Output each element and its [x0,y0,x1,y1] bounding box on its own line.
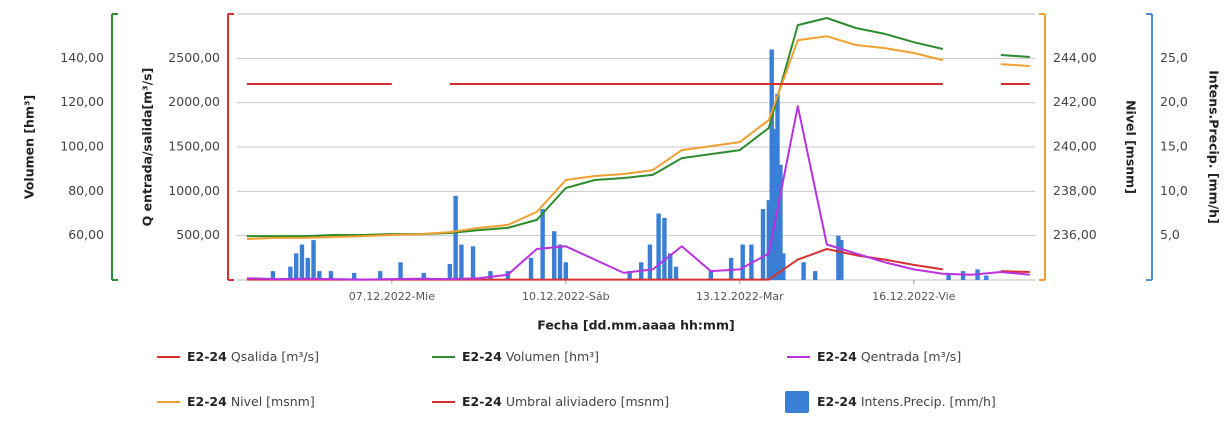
y-tick-label: 80,00 [68,183,104,198]
y-tick-label: 236,00 [1053,227,1097,242]
y-tick-label: 242,00 [1053,94,1097,109]
legend-label: E2-24 Umbral aliviadero [msnm] [462,394,669,409]
y-tick-label: 60,00 [68,227,104,242]
y-tick-label: 500,00 [176,227,220,242]
precip-bar [453,196,457,280]
precip-bar [839,240,843,280]
precip-bar [656,214,660,281]
precip-bar [662,218,666,280]
legend-label: E2-24 Volumen [hm³] [462,349,599,364]
precip-bar [471,246,475,280]
legend-label: E2-24 Qentrada [m³/s] [817,349,961,364]
y-tick-label: 140,00 [60,50,104,65]
x-tick-label: 16.12.2022-Vie [872,290,956,303]
precip-bar [564,262,568,280]
y-axis-title: Intens.Precip. [mm/h] [1207,70,1222,224]
precip-bar [311,240,315,280]
precip-bar [961,271,965,280]
precip-bar [300,245,304,280]
legend-prefix: E2-24 [187,394,227,409]
legend-prefix: E2-24 [817,394,857,409]
y-tick-label: 25,0 [1160,50,1188,65]
legend-name: Intens.Precip. [mm/h] [861,394,996,409]
y-tick-label: 240,00 [1053,139,1097,154]
legend-prefix: E2-24 [817,349,857,364]
legend-prefix: E2-24 [187,349,227,364]
precip-bar [984,276,988,280]
chart: Fecha [dd.mm.aaaa hh:mm] 60,00 80,00 100,0… [0,0,1230,432]
legend-name: Umbral aliviadero [msnm] [506,394,669,409]
precip-bar [529,258,533,280]
y-tick-label: 100,00 [60,139,104,154]
legend-name: Volumen [hm³] [506,349,599,364]
y-tick-label: 244,00 [1053,50,1097,65]
precip-bar [448,264,452,280]
x-tick-label: 10.12.2022-Sáb [522,290,610,303]
y-tick-label: 2500,00 [168,50,220,65]
precip-bar [294,253,298,280]
precip-bar [781,253,785,280]
legend-swatch [785,391,809,413]
legend-prefix: E2-24 [462,394,502,409]
y-tick-label: 20,0 [1160,94,1188,109]
legend-name: Qsalida [m³/s] [231,349,319,364]
precip-bar [761,209,765,280]
precip-bar [558,245,562,280]
precip-bar [398,262,402,280]
legend-label: E2-24 Intens.Precip. [mm/h] [817,394,996,409]
legend-name: Qentrada [m³/s] [861,349,961,364]
y-tick-label: 120,00 [60,94,104,109]
y-axis-title: Nivel [msnm] [1124,100,1139,194]
y-tick-label: 5,0 [1160,227,1180,242]
precip-bar [741,245,745,280]
y-tick-label: 1500,00 [168,139,220,154]
legend-label: E2-24 Nivel [msnm] [187,394,315,409]
y-tick-label: 2000,00 [168,94,220,109]
y-tick-label: 10,0 [1160,183,1188,198]
x-tick-label: 07.12.2022-Mie [349,290,435,303]
precip-bar [306,258,310,280]
y-axis-title: Q entrada/salida[m³/s] [140,68,155,227]
precip-bar [813,271,817,280]
precip-bar [540,209,544,280]
x-tick-label: 13.12.2022-Mar [696,290,784,303]
precip-bar [552,231,556,280]
precip-bar [674,267,678,280]
precip-bar [801,262,805,280]
y-tick-label: 15,0 [1160,139,1188,154]
precip-bar [459,245,463,280]
y-tick-label: 238,00 [1053,183,1097,198]
y-tick-label: 1000,00 [168,183,220,198]
legend-name: Nivel [msnm] [231,394,315,409]
legend-label: E2-24 Qsalida [m³/s] [187,349,319,364]
x-axis-title: Fecha [dd.mm.aaaa hh:mm] [537,318,734,333]
y-axis-title: Volumen [hm³] [22,95,37,199]
legend-prefix: E2-24 [462,349,502,364]
precip-bar [648,245,652,280]
